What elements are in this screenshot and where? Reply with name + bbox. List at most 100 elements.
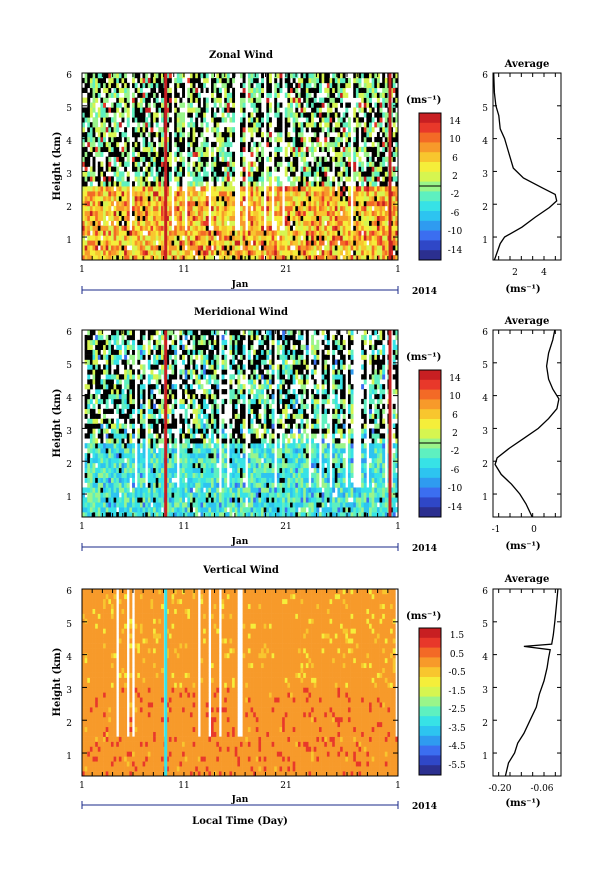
heatmap-cell (187, 250, 191, 256)
heatmap-cell (271, 255, 275, 261)
heatmap-cell (250, 161, 254, 167)
heatmap-cell (374, 166, 378, 172)
heatmap-cell (132, 210, 135, 217)
heatmap-cell (297, 191, 301, 197)
heatmap-cell (161, 457, 164, 464)
heatmap-cell (382, 92, 386, 98)
heatmap-cell (216, 200, 220, 207)
heatmap-cell (242, 245, 246, 251)
heatmap-cell (161, 403, 164, 410)
heatmap-cell (97, 398, 101, 405)
heatmap-cell (274, 210, 278, 217)
heatmap-cell (192, 210, 196, 217)
heatmap-cell (274, 250, 278, 256)
heatmap-cell (300, 112, 304, 118)
heatmap-cell (379, 151, 383, 157)
heatmap-cell (340, 87, 343, 93)
heatmap-cell (332, 181, 336, 187)
heatmap-cell (155, 107, 159, 113)
heatmap-cell (303, 73, 307, 79)
heatmap-cell (139, 487, 143, 493)
heatmap-cell (205, 176, 209, 182)
heatmap-cell (316, 186, 320, 192)
heatmap-cell (84, 156, 88, 162)
heatmap-cell (113, 87, 117, 93)
heatmap-cell (126, 171, 130, 177)
heatmap-cell (171, 453, 175, 459)
heatmap-cell (255, 200, 259, 207)
heatmap-cell (276, 191, 280, 197)
heatmap-cell (129, 334, 133, 341)
heatmap-cell (290, 235, 293, 241)
heatmap-cell (174, 482, 178, 488)
heatmap-cell (274, 166, 278, 172)
heatmap-cell (316, 141, 320, 148)
heatmap-cell (363, 186, 367, 192)
heatmap-cell (118, 250, 122, 256)
heatmap-cell (392, 210, 396, 217)
heatmap-cell (121, 97, 125, 103)
heatmap-cell (255, 122, 259, 128)
heatmap-cell (137, 250, 141, 256)
heatmap-cell (97, 462, 101, 469)
heatmap-cell (208, 235, 212, 241)
heatmap-cell (221, 107, 225, 113)
heatmap-cell (366, 196, 370, 202)
heatmap-cell (137, 176, 141, 182)
heatmap-cell (168, 245, 172, 251)
heatmap-cell (97, 210, 101, 217)
heatmap-cell (255, 112, 259, 118)
heatmap-cell (87, 225, 91, 231)
heatmap-cell (224, 235, 228, 241)
heatmap-cell (266, 245, 270, 251)
heatmap-cell (129, 462, 133, 469)
heatmap-cell (382, 161, 386, 167)
heatmap-cell (321, 181, 325, 187)
heatmap-cell (287, 112, 291, 118)
heatmap-cell (153, 92, 157, 98)
heatmap-cell (392, 82, 396, 89)
heatmap-cell (332, 136, 336, 143)
heatmap-cell (92, 339, 96, 346)
heatmap-cell (295, 156, 299, 162)
heatmap-cell (195, 146, 199, 153)
heatmap-cell (129, 364, 133, 370)
heatmap-cell (384, 191, 388, 197)
heatmap-cell (334, 156, 338, 162)
heatmap-cell (342, 132, 346, 138)
heatmap-cell (137, 102, 141, 108)
heatmap-cell (116, 210, 120, 217)
heatmap-cell (276, 82, 280, 89)
heatmap-cell (287, 97, 291, 103)
heatmap-cell (124, 492, 128, 498)
heatmap-cell (224, 87, 228, 93)
heatmap-cell (147, 443, 151, 449)
heatmap-cell (145, 487, 149, 493)
heatmap-cell (132, 92, 135, 98)
heatmap-cell (134, 240, 138, 246)
heatmap-cell (242, 230, 246, 236)
heatmap-cell (250, 127, 254, 133)
heatmap-cell (158, 453, 162, 459)
heatmap-cell (187, 171, 191, 177)
heatmap-cell (95, 359, 99, 365)
heatmap-cell (355, 87, 359, 93)
heatmap-cell (247, 77, 251, 84)
heatmap-cell (139, 235, 143, 241)
heatmap-cell (226, 205, 230, 212)
heatmap-cell (218, 87, 222, 93)
heatmap-cell (126, 112, 130, 118)
heatmap-cell (353, 136, 357, 143)
heatmap-cell (355, 225, 359, 231)
heatmap-cell (171, 423, 175, 429)
heatmap-cell (363, 112, 367, 118)
heatmap-cell (255, 176, 259, 182)
heatmap-cell (113, 136, 117, 143)
heatmap-cell (161, 102, 164, 108)
heatmap-cell (284, 215, 288, 221)
heatmap-cell (358, 161, 362, 167)
heatmap-cell (311, 171, 315, 177)
heatmap-cell (118, 191, 122, 197)
heatmap-cell (179, 132, 183, 138)
heatmap-cell (211, 186, 214, 192)
